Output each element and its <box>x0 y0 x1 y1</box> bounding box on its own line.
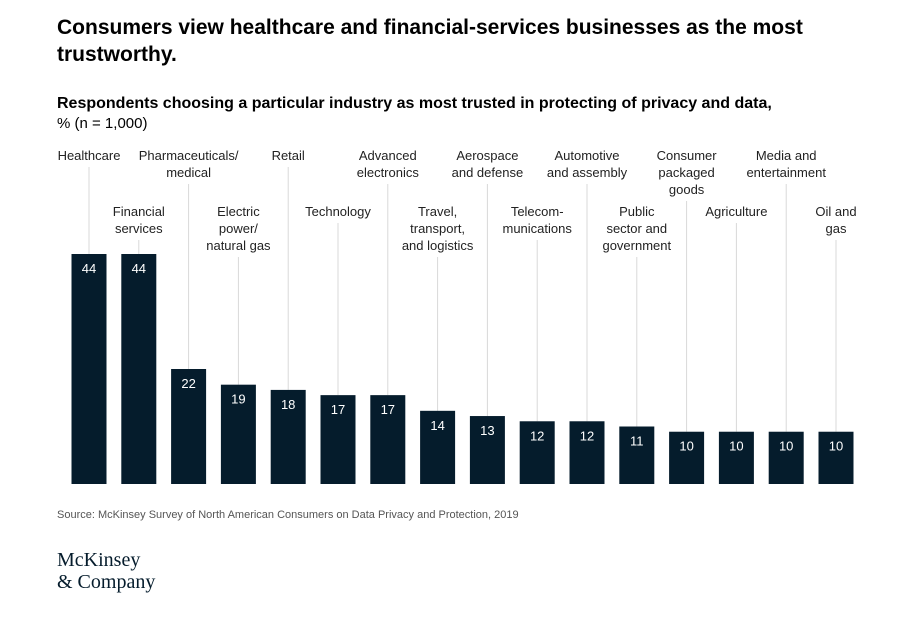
value-label: 10 <box>729 439 743 454</box>
category-label-line: munications <box>503 221 573 236</box>
bar-chart: 44 Healthcare 44 Financial services 22 Pharmac… <box>58 148 857 484</box>
category-label-line: entertainment <box>746 165 826 180</box>
category-label-line: and logistics <box>402 238 474 253</box>
value-label: 44 <box>82 261 96 276</box>
bar <box>569 421 605 484</box>
bar <box>171 369 207 484</box>
category-label-line: Travel, <box>418 204 457 219</box>
category-label: Pharmaceuticals/medical <box>139 148 239 180</box>
bar <box>420 410 456 484</box>
category-label-line: goods <box>669 182 705 197</box>
category-label: Travel, transport, and logistics <box>402 204 474 253</box>
subtitle-text: Respondents choosing a particular indust… <box>57 95 772 112</box>
subtitle-unit: % (n = 1,000) <box>57 115 148 132</box>
category-label-line: Aerospace <box>456 148 518 163</box>
category-label-line: Oil and <box>815 204 856 219</box>
category-label-line: power/ <box>219 221 258 236</box>
category-label-line: medical <box>166 165 211 180</box>
value-label: 10 <box>829 439 843 454</box>
category-label-line: Advanced <box>359 148 417 163</box>
category-label: Advanced electronics <box>357 148 420 180</box>
value-label: 17 <box>381 402 395 417</box>
category-label-line: gas <box>826 221 847 236</box>
category-label-line: Public <box>619 204 655 219</box>
value-label: 22 <box>181 376 195 391</box>
category-label: Financial services <box>113 204 165 236</box>
category-label: Electric power/natural gas <box>206 204 271 253</box>
category-label-line: transport, <box>410 221 465 236</box>
value-label: 17 <box>331 402 345 417</box>
value-label: 11 <box>630 434 644 449</box>
chart-subtitle: Respondents choosing a particular indust… <box>57 94 857 134</box>
value-label: 12 <box>530 428 544 443</box>
category-label-line: Telecom- <box>511 204 564 219</box>
category-label: Automotive and assembly <box>547 148 628 180</box>
value-label: 12 <box>580 428 594 443</box>
category-label-line: Pharmaceuticals/ <box>139 148 239 163</box>
value-label: 10 <box>779 439 793 454</box>
value-label: 14 <box>430 418 444 433</box>
category-label-line: Healthcare <box>58 148 121 163</box>
category-label: Oil and gas <box>815 204 856 236</box>
bar <box>220 384 256 484</box>
category-label-line: Media and <box>756 148 817 163</box>
bar <box>818 431 854 484</box>
bar <box>619 426 655 484</box>
value-label: 13 <box>480 423 494 438</box>
category-label-line: services <box>115 221 163 236</box>
value-label: 44 <box>132 261 146 276</box>
value-label: 10 <box>679 439 693 454</box>
category-label-line: Agriculture <box>705 204 767 219</box>
bar <box>718 431 754 484</box>
category-label-line: and defense <box>452 165 524 180</box>
category-label-line: Consumer <box>657 148 718 163</box>
logo-line-1: McKinsey <box>57 549 141 571</box>
category-label: Telecom-munications <box>503 204 573 236</box>
category-label-line: electronics <box>357 165 420 180</box>
category-label: Healthcare <box>58 148 121 163</box>
category-label: Media and entertainment <box>746 148 826 180</box>
category-label-line: Technology <box>305 204 371 219</box>
category-label-line: Electric <box>217 204 260 219</box>
bar <box>370 395 406 484</box>
bar <box>270 389 306 484</box>
bar <box>669 431 705 484</box>
category-label: Consumer packaged goods <box>657 148 718 197</box>
bar <box>519 421 555 484</box>
category-label: Retail <box>272 148 305 163</box>
mckinsey-logo: McKinsey & Company <box>57 549 155 593</box>
bar <box>71 254 107 484</box>
value-label: 18 <box>281 397 295 412</box>
category-label-line: and assembly <box>547 165 628 180</box>
category-label: Technology <box>305 204 371 219</box>
category-label-line: Automotive <box>554 148 619 163</box>
category-label-line: Retail <box>272 148 305 163</box>
chart-title: Consumers view healthcare and financial-… <box>57 16 803 66</box>
bar <box>768 431 804 484</box>
bar <box>320 395 356 484</box>
category-label: Public sector and government <box>602 204 671 253</box>
bar <box>469 416 505 484</box>
category-label: Agriculture <box>705 204 767 219</box>
category-label-line: packaged <box>658 165 714 180</box>
category-label-line: Financial <box>113 204 165 219</box>
category-label-line: natural gas <box>206 238 271 253</box>
source-note: Source: McKinsey Survey of North America… <box>57 509 519 521</box>
logo-line-2: & Company <box>57 571 156 593</box>
bar <box>121 254 157 484</box>
category-label-line: sector and <box>606 221 667 236</box>
category-label-line: government <box>602 238 671 253</box>
category-label: Aerospace and defense <box>452 148 524 180</box>
value-label: 19 <box>231 392 245 407</box>
